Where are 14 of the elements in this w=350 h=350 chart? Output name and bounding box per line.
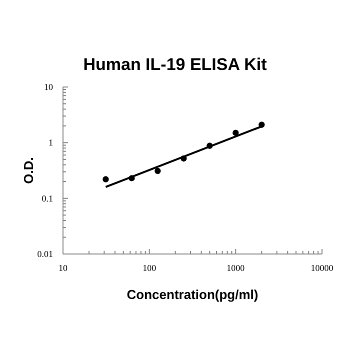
point xyxy=(232,130,239,136)
y-tick-label: 0.1 xyxy=(42,193,53,204)
x-tick-label: 100 xyxy=(142,263,157,273)
x-axis-title: Concentration(pg/ml) xyxy=(126,287,258,302)
x-tick-label: 1000 xyxy=(226,263,246,273)
point xyxy=(102,176,109,182)
point xyxy=(154,168,161,174)
y-axis-title: O.D. xyxy=(21,157,36,184)
y-tick-label: 0.01 xyxy=(37,249,53,259)
x-tick-label: 10 xyxy=(58,263,68,273)
chart-title: Human IL-19 ELISA Kit xyxy=(83,55,268,74)
x-tick-label: 10000 xyxy=(310,263,334,273)
y-tick-label: 10 xyxy=(44,82,54,92)
y-tick-label: 1 xyxy=(48,138,53,148)
